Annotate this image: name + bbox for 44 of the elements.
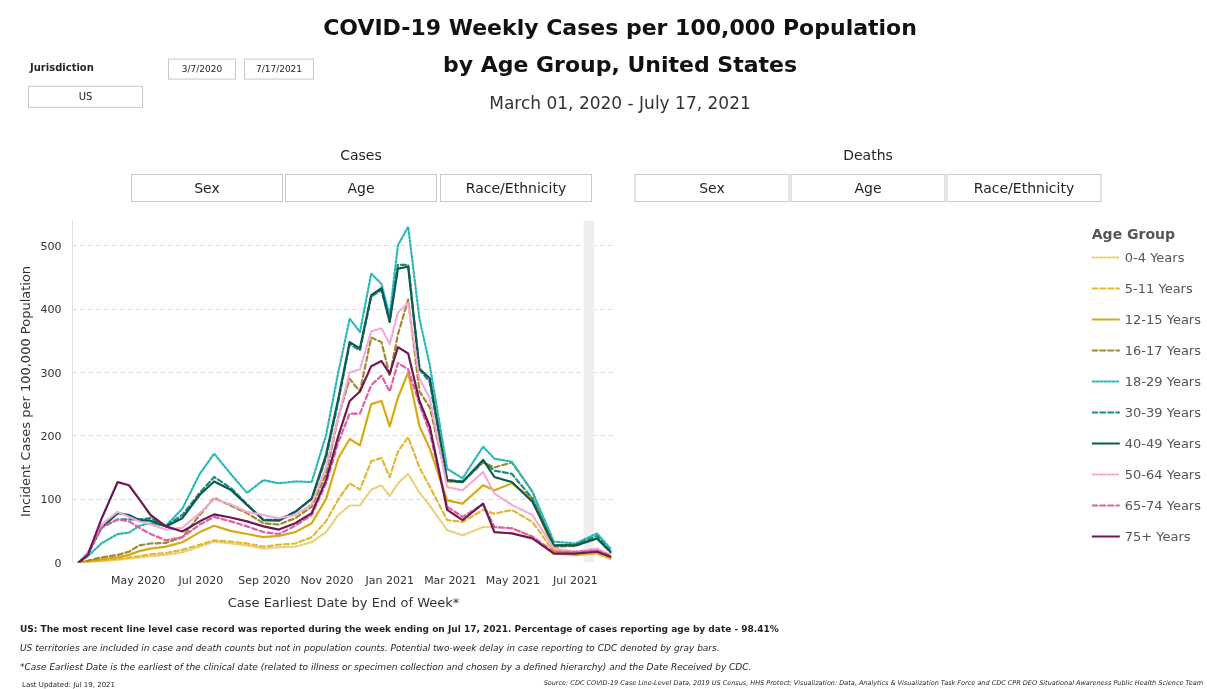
x-tick-label: May 2020 xyxy=(111,573,166,587)
text: Age xyxy=(285,174,437,202)
text: US xyxy=(28,85,143,109)
legend-label: 0-4 Years xyxy=(1124,248,1185,266)
x-tick-label: Jan 2021 xyxy=(364,573,414,587)
x-tick-label: Nov 2020 xyxy=(300,573,354,587)
chart-title: COVID-19 Weekly Cases per 100,000 Population by Age Group, United States xyxy=(323,14,917,80)
x-axis-title: Case Earliest Date by End of Week* xyxy=(227,594,460,610)
x-tick-label: Jul 2021 xyxy=(552,573,598,587)
text: Cases xyxy=(340,146,382,165)
legend-label: 30-39 Years xyxy=(1124,403,1201,421)
y-tick-label: 0 xyxy=(54,556,62,570)
legend-label: 16-17 Years xyxy=(1124,341,1201,359)
x-tick-label: Sep 2020 xyxy=(238,573,291,587)
text: Age xyxy=(790,174,946,202)
text: Sex xyxy=(131,174,283,202)
y-tick-label: 300 xyxy=(40,366,62,380)
text: Deaths xyxy=(843,146,893,165)
text: 7/17/2021 xyxy=(244,58,314,80)
legend-title: Age Group xyxy=(1091,226,1176,242)
y-tick-label: 400 xyxy=(40,303,62,317)
x-tick-label: Mar 2021 xyxy=(424,573,477,587)
text: US territories are included in case and death counts but not in population counts. Potential two-week delay in case reporting to CDC denoted by gray bars. xyxy=(20,641,720,655)
text: *Case Earliest Date is the earliest of the clinical date (related to illness or specimen collection and chosen by a defined hierarchy) and the Date Received by CDC. xyxy=(20,660,752,674)
legend-label: 65-74 Years xyxy=(1124,496,1201,514)
y-tick-label: 200 xyxy=(40,429,62,443)
text: Sex xyxy=(634,174,790,202)
y-tick-label: 100 xyxy=(40,493,62,507)
text: Jurisdiction xyxy=(30,60,94,75)
legend-label: 12-15 Years xyxy=(1124,310,1201,328)
text: 3/7/2020 xyxy=(168,58,236,80)
text: Race/Ethnicity xyxy=(946,174,1102,202)
x-tick-label: May 2021 xyxy=(485,573,540,587)
y-axis-title: Incident Cases per 100,000 Population xyxy=(17,265,33,518)
text: US: The most recent line level case record was reported during the week ending on Jul 17, 2021. Percentage of cases reporting age by date - 98.41% xyxy=(20,622,779,636)
legend-label: 50-64 Years xyxy=(1124,465,1201,483)
x-tick-label: Jul 2020 xyxy=(177,573,224,587)
text: Race/Ethnicity xyxy=(440,174,592,202)
y-tick-label: 500 xyxy=(40,239,62,253)
chart-subtitle: March 01, 2020 - July 17, 2021 xyxy=(489,91,751,115)
legend-label: 18-29 Years xyxy=(1124,372,1201,390)
legend-label: 5-11 Years xyxy=(1124,279,1193,297)
legend-label: 75+ Years xyxy=(1124,527,1191,545)
legend-label: 40-49 Years xyxy=(1124,434,1201,452)
